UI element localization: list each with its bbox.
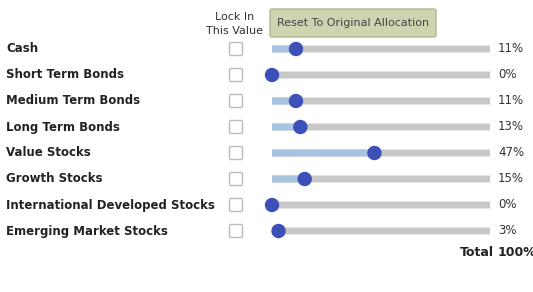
FancyBboxPatch shape <box>272 124 300 131</box>
FancyBboxPatch shape <box>230 225 243 237</box>
FancyBboxPatch shape <box>272 150 490 157</box>
Text: Cash: Cash <box>6 43 38 55</box>
Circle shape <box>289 95 303 107</box>
Text: 15%: 15% <box>498 173 524 185</box>
Circle shape <box>272 225 285 237</box>
Text: 0%: 0% <box>498 199 516 211</box>
FancyBboxPatch shape <box>272 175 305 182</box>
Text: Emerging Market Stocks: Emerging Market Stocks <box>6 225 168 237</box>
Text: Lock In
This Value: Lock In This Value <box>206 12 263 36</box>
Text: Long Term Bonds: Long Term Bonds <box>6 121 120 133</box>
FancyBboxPatch shape <box>272 201 490 208</box>
FancyBboxPatch shape <box>272 98 296 105</box>
Circle shape <box>265 199 279 211</box>
FancyBboxPatch shape <box>230 147 243 159</box>
Text: Medium Term Bonds: Medium Term Bonds <box>6 95 140 107</box>
Text: 3%: 3% <box>498 225 516 237</box>
FancyBboxPatch shape <box>230 43 243 55</box>
FancyBboxPatch shape <box>272 175 490 182</box>
FancyBboxPatch shape <box>230 121 243 133</box>
Text: Total: Total <box>460 246 494 260</box>
Text: Growth Stocks: Growth Stocks <box>6 173 102 185</box>
FancyBboxPatch shape <box>272 124 490 131</box>
FancyBboxPatch shape <box>270 9 436 37</box>
FancyBboxPatch shape <box>272 46 296 53</box>
Text: 11%: 11% <box>498 43 524 55</box>
FancyBboxPatch shape <box>272 46 490 53</box>
Text: 11%: 11% <box>498 95 524 107</box>
Text: 0%: 0% <box>498 69 516 81</box>
FancyBboxPatch shape <box>230 69 243 81</box>
FancyBboxPatch shape <box>230 173 243 185</box>
Circle shape <box>289 43 303 55</box>
Circle shape <box>294 121 307 133</box>
FancyBboxPatch shape <box>230 95 243 107</box>
FancyBboxPatch shape <box>272 227 490 234</box>
Circle shape <box>368 147 381 159</box>
FancyBboxPatch shape <box>272 72 490 79</box>
FancyBboxPatch shape <box>272 227 279 234</box>
Circle shape <box>298 173 311 185</box>
FancyBboxPatch shape <box>272 98 490 105</box>
Text: Value Stocks: Value Stocks <box>6 147 91 159</box>
Text: Short Term Bonds: Short Term Bonds <box>6 69 124 81</box>
Text: 100%: 100% <box>498 246 533 260</box>
Text: 13%: 13% <box>498 121 524 133</box>
FancyBboxPatch shape <box>272 150 375 157</box>
Text: 47%: 47% <box>498 147 524 159</box>
Text: Reset To Original Allocation: Reset To Original Allocation <box>277 18 429 28</box>
Circle shape <box>265 69 279 81</box>
Text: International Developed Stocks: International Developed Stocks <box>6 199 215 211</box>
FancyBboxPatch shape <box>230 199 243 211</box>
